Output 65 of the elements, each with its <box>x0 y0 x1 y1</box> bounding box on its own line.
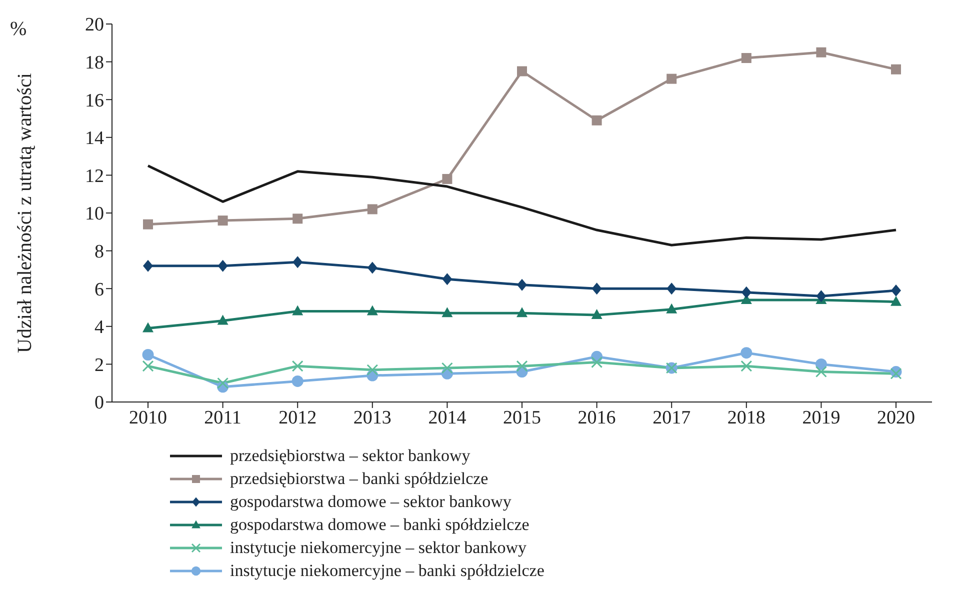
x-tick-label: 2010 <box>129 407 167 428</box>
point <box>666 282 677 295</box>
x-tick-label: 2015 <box>503 407 541 428</box>
y-tick-label: 12 <box>85 166 104 187</box>
y-tick-label: 8 <box>94 242 104 263</box>
point <box>740 347 752 359</box>
point <box>142 349 154 360</box>
point <box>592 282 602 295</box>
y-tick-label: 4 <box>94 317 104 338</box>
point <box>517 66 527 76</box>
point <box>442 174 452 184</box>
point <box>890 296 902 306</box>
legend-label: instytucje niekomercyjne – banki spółdzielcze <box>230 560 544 580</box>
point <box>367 262 378 274</box>
y-tick-label: 20 <box>85 14 104 36</box>
legend-label: instytucje niekomercyjne – sektor bankowy <box>230 538 526 558</box>
x-tick-label: 2014 <box>428 407 467 428</box>
legend-label: gospodarstwa domowe – sektor bankowy <box>230 492 512 512</box>
point <box>366 305 378 316</box>
point <box>517 278 527 291</box>
y-axis-title: Udział należności z utratą wartości <box>14 72 36 353</box>
y-tick-label: 10 <box>85 204 104 225</box>
x-tick-label: 2017 <box>652 407 691 428</box>
legend-label: przedsiębiorstwa – banki spółdzielcze <box>230 468 488 488</box>
x-tick-label: 2018 <box>727 407 766 428</box>
legend-label: przedsiębiorstwa – sektor bankowy <box>230 446 470 466</box>
y-tick-label: 14 <box>85 128 104 150</box>
legend-label: gospodarstwa domowe – banki spółdzielcze <box>230 514 530 534</box>
y-tick-label: 16 <box>85 90 104 112</box>
point <box>143 219 153 230</box>
point <box>143 260 153 272</box>
point <box>292 256 303 268</box>
point <box>891 284 901 296</box>
point <box>591 309 602 320</box>
point <box>292 375 304 387</box>
y-tick-label: 2 <box>94 354 104 376</box>
point <box>292 305 304 316</box>
y-tick-label: 0 <box>94 392 104 414</box>
point <box>592 115 602 126</box>
point <box>816 290 826 302</box>
point <box>442 273 452 286</box>
point <box>741 286 752 298</box>
point <box>367 204 378 214</box>
x-tick-label: 2020 <box>877 407 915 428</box>
x-tick-label: 2016 <box>578 407 616 428</box>
point <box>142 322 154 332</box>
point <box>891 64 901 74</box>
point <box>666 74 677 84</box>
x-tick-label: 2019 <box>802 407 840 428</box>
x-tick-label: 2011 <box>204 407 242 428</box>
point <box>218 260 228 272</box>
point <box>666 303 678 314</box>
text: % <box>10 18 27 41</box>
point <box>516 307 528 318</box>
point <box>292 214 303 224</box>
x-tick-label: 2013 <box>353 407 392 428</box>
y-tick-label: 6 <box>94 279 104 300</box>
point <box>816 47 826 58</box>
point <box>218 216 228 226</box>
x-tick-label: 2012 <box>278 407 317 428</box>
point <box>442 307 453 318</box>
line-series <box>146 164 898 246</box>
point <box>741 53 752 64</box>
y-tick-label: 18 <box>85 52 104 74</box>
point <box>217 314 228 325</box>
